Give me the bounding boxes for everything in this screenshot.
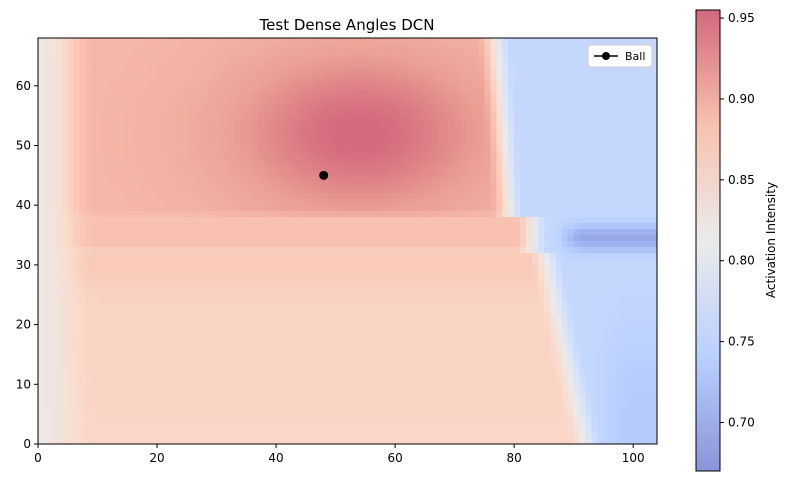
- y-tick-label: 0: [23, 437, 31, 451]
- x-tick-label: 80: [507, 451, 522, 465]
- plot-frame: [37, 37, 658, 445]
- colorbar-tick-label: 0.90: [728, 92, 755, 106]
- colorbar-ticks: 0.70 0.75 0.80 0.85 0.90 0.95: [720, 11, 755, 429]
- colorbar-frame: [695, 9, 721, 472]
- legend-ball-label: Ball: [625, 50, 645, 63]
- x-tick-label: 100: [622, 451, 645, 465]
- y-tick-label: 30: [16, 258, 31, 272]
- chart-title: Test Dense Angles DCN: [259, 16, 435, 34]
- colorbar-tick-label: 0.75: [728, 335, 755, 349]
- x-tick-label: 60: [387, 451, 402, 465]
- x-tick-label: 0: [34, 451, 42, 465]
- y-tick-label: 20: [16, 318, 31, 332]
- x-axis: 0 20 40 60 80 100: [34, 444, 645, 465]
- y-tick-label: 60: [16, 79, 31, 93]
- colorbar-label: Activation Intensity: [764, 182, 778, 298]
- legend-box: [587, 44, 653, 68]
- colorbar-gradient: [696, 10, 720, 471]
- colorbar-tick-label: 0.85: [728, 173, 755, 187]
- heatmap-image: [38, 38, 657, 444]
- y-tick-label: 40: [16, 198, 31, 212]
- colorbar: 0.70 0.75 0.80 0.85 0.90 0.95 Activation Inte…: [695, 9, 778, 472]
- ball-marker: [319, 170, 329, 180]
- y-tick-label: 50: [16, 138, 31, 152]
- legend-ball-marker: [602, 52, 610, 60]
- x-tick-label: 20: [149, 451, 164, 465]
- y-axis: 0 10 20 30 40 50 60: [16, 79, 38, 451]
- x-tick-label: 40: [268, 451, 283, 465]
- legend: Ball: [587, 44, 653, 68]
- colorbar-tick-label: 0.70: [728, 415, 755, 429]
- colorbar-tick-label: 0.95: [728, 11, 755, 25]
- y-tick-label: 10: [16, 377, 31, 391]
- colorbar-tick-label: 0.80: [728, 254, 755, 268]
